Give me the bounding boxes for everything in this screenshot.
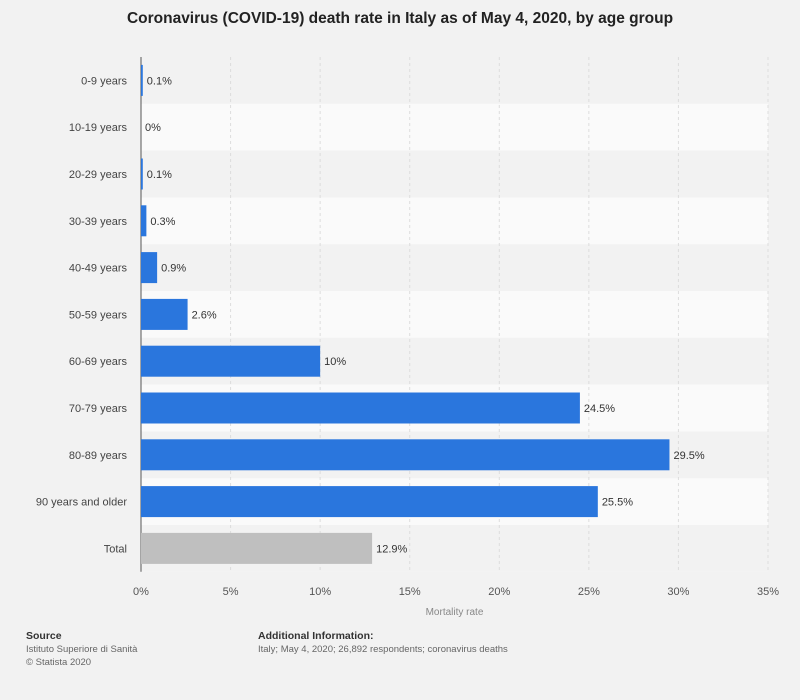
category-label: 50-59 years — [69, 309, 128, 321]
additional-info-block: Additional Information: Italy; May 4, 20… — [258, 630, 508, 656]
x-tick-label: 5% — [223, 586, 239, 598]
x-tick-label: 30% — [667, 586, 689, 598]
x-tick-label: 10% — [309, 586, 331, 598]
bar — [141, 205, 147, 237]
x-tick-label: 25% — [578, 586, 600, 598]
x-tick-label: 20% — [488, 586, 510, 598]
value-label: 2.6% — [192, 309, 217, 321]
bar — [141, 252, 158, 284]
source-line: Istituto Superiore di Sanità — [26, 644, 138, 655]
info-text: Italy; May 4, 2020; 26,892 respondents; … — [258, 644, 508, 655]
bar-chart: 0% 5% 10% 15% 20% 25% 30% 35% 0-9 years 0.1% 10-19… — [36, 57, 779, 618]
info-heading: Additional Information: — [258, 630, 374, 642]
plot-area — [141, 57, 768, 572]
value-label: 0.9% — [161, 263, 186, 275]
value-label: 25.5% — [602, 497, 633, 509]
bar — [141, 439, 670, 471]
bar — [141, 64, 143, 96]
row-stripe — [141, 57, 768, 104]
category-label: 80-89 years — [69, 450, 128, 462]
category-label: 60-69 years — [69, 356, 128, 368]
x-axis-title: Mortality rate — [426, 607, 484, 618]
category-label: 90 years and older — [36, 497, 127, 509]
bar — [141, 298, 188, 330]
row-stripe — [141, 244, 768, 291]
category-label: 40-49 years — [69, 263, 128, 275]
source-heading: Source — [26, 630, 62, 642]
category-label: 70-79 years — [69, 403, 128, 415]
category-label: Total — [104, 543, 127, 555]
category-label: 10-19 years — [69, 122, 128, 134]
category-label: 0-9 years — [81, 75, 127, 87]
bar — [141, 392, 580, 424]
total-bar — [141, 532, 373, 564]
value-label: 12.9% — [376, 543, 407, 555]
bar — [141, 158, 143, 190]
category-label: 30-39 years — [69, 216, 128, 228]
x-tick-label: 35% — [757, 586, 779, 598]
value-label: 0.3% — [150, 216, 175, 228]
value-label: 29.5% — [673, 450, 704, 462]
row-stripe — [141, 150, 768, 198]
value-label: 24.5% — [584, 403, 615, 415]
bar — [141, 345, 321, 377]
value-label: 10% — [324, 356, 346, 368]
x-tick-label: 15% — [399, 586, 421, 598]
source-block: Source Istituto Superiore di Sanità © St… — [26, 630, 137, 669]
category-label: 20-29 years — [69, 169, 128, 181]
value-label: 0% — [145, 122, 161, 134]
value-label: 0.1% — [147, 169, 172, 181]
x-tick-label: 0% — [133, 586, 149, 598]
copyright-line: © Statista 2020 — [26, 657, 92, 668]
bar — [141, 486, 598, 518]
value-label: 0.1% — [147, 75, 172, 87]
chart-title: Coronavirus (COVID-19) death rate in Ita… — [126, 10, 674, 27]
